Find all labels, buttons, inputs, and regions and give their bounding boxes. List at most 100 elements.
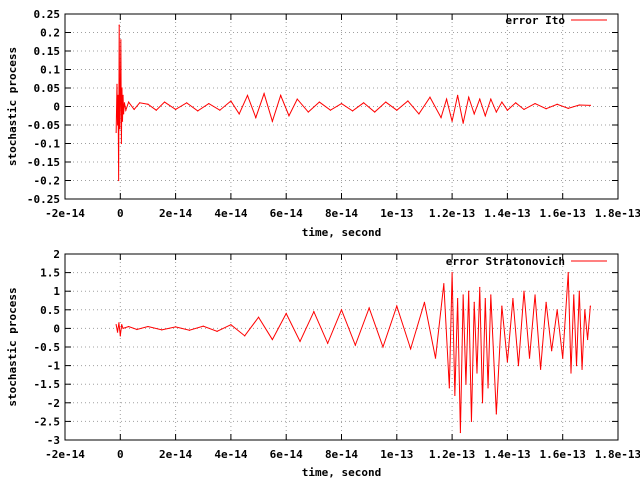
chart-panel-stratonovich: -2e-14 0 2e-14 4e-14 6e-14 8e-14 1e-13 1.2e-13 1… <box>6 248 640 479</box>
data-point <box>539 368 542 370</box>
data-point <box>382 346 384 348</box>
data-point <box>451 272 453 274</box>
x-tick-label: -2e-14 <box>45 207 85 220</box>
data-point <box>462 294 464 296</box>
data-point <box>313 311 315 313</box>
y-tick-label: -0.25 <box>27 193 60 206</box>
data-point <box>118 24 120 26</box>
data-point <box>119 98 121 100</box>
y-tick-label: -0.15 <box>27 156 60 169</box>
data-point <box>501 101 503 103</box>
x-tick-label: 6e-14 <box>270 207 303 220</box>
y-tick-label: -0.05 <box>27 119 60 132</box>
data-point <box>484 115 486 117</box>
x-tick-label: 2e-14 <box>159 448 192 461</box>
data-point <box>589 305 591 307</box>
data-point <box>468 96 470 98</box>
data-point <box>465 383 467 385</box>
data-point <box>385 101 387 103</box>
data-point <box>119 335 121 337</box>
y-tick-label: 1.5 <box>40 267 60 280</box>
data-point <box>479 98 481 100</box>
data-point <box>545 108 547 110</box>
data-point <box>136 328 138 331</box>
data-point <box>351 110 354 112</box>
y-tick-label: 0 <box>53 101 60 114</box>
data-point <box>119 128 121 130</box>
data-point <box>202 325 204 327</box>
legend: error Ito <box>505 14 607 27</box>
data-point <box>578 290 580 292</box>
y-tick-label: 0.25 <box>34 8 61 21</box>
data-point <box>307 111 309 113</box>
y-tick-label: 0.1 <box>40 64 60 77</box>
data-point <box>257 316 260 318</box>
data-point <box>163 101 166 103</box>
legend: error Stratonovich <box>446 255 607 268</box>
data-point <box>396 305 398 307</box>
x-tick-label: 6e-14 <box>270 448 303 461</box>
y-axis-label: stochastic process <box>6 287 19 406</box>
data-point <box>299 340 301 343</box>
data-point <box>318 101 320 103</box>
data-point <box>188 329 191 331</box>
data-point <box>116 331 119 333</box>
y-tick-label: 1 <box>53 285 60 298</box>
x-tick-label: 1.2e-13 <box>429 207 475 220</box>
data-point <box>115 324 117 326</box>
data-point <box>121 120 124 122</box>
y-tick-label: -0.5 <box>34 341 61 354</box>
x-tick-label: 0 <box>117 207 124 220</box>
x-tick-label: 8e-14 <box>325 207 358 220</box>
data-point <box>117 94 119 96</box>
legend-label: error Ito <box>505 14 565 27</box>
data-point <box>121 324 123 326</box>
data-point <box>396 109 398 111</box>
data-point <box>523 290 525 292</box>
data-point <box>407 100 409 102</box>
data-point <box>410 348 412 350</box>
data-point <box>120 39 122 41</box>
data-point <box>451 120 453 122</box>
x-tick-label: 1e-13 <box>380 448 413 461</box>
x-tick-label: 0 <box>117 448 124 461</box>
data-point <box>197 110 199 112</box>
x-tick-label: 8e-14 <box>325 448 358 461</box>
data-point <box>147 325 149 328</box>
x-tick-label: 1.8e-13 <box>595 207 640 220</box>
plot-frame <box>64 13 619 200</box>
data-point <box>123 102 126 104</box>
data-point <box>238 113 240 115</box>
data-point <box>368 307 370 309</box>
data-point <box>495 111 497 113</box>
data-point <box>246 94 249 96</box>
data-point <box>155 109 157 111</box>
data-point <box>495 413 497 415</box>
data-point <box>123 113 125 115</box>
data-point <box>285 312 287 315</box>
data-point <box>573 294 575 296</box>
data-point <box>523 108 525 111</box>
data-point <box>473 301 475 303</box>
data-point <box>116 124 119 126</box>
data-point <box>374 111 376 113</box>
data-point <box>462 122 464 124</box>
data-point <box>127 325 130 328</box>
y-tick-label: -3 <box>47 434 60 447</box>
data-point <box>175 326 177 328</box>
data-point <box>506 109 508 111</box>
data-point <box>429 96 431 98</box>
y-tick-label: 2 <box>53 248 60 261</box>
data-point <box>127 101 130 103</box>
data-point <box>161 329 163 331</box>
x-tick-label: 4e-14 <box>214 448 247 461</box>
data-point <box>562 357 564 359</box>
data-point <box>556 103 558 105</box>
data-point <box>340 102 343 105</box>
data-point <box>121 87 123 89</box>
data-point <box>476 372 478 374</box>
data-point <box>354 344 356 346</box>
data-point <box>445 98 448 100</box>
data-point <box>490 294 492 296</box>
data-point <box>481 402 484 404</box>
